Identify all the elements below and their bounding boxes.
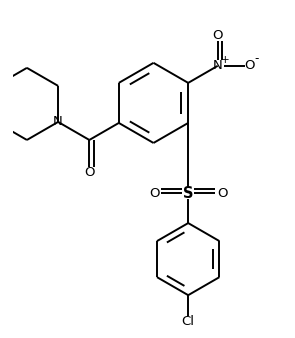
- Text: +: +: [221, 55, 229, 65]
- Text: Cl: Cl: [182, 315, 195, 328]
- Text: O: O: [84, 166, 95, 178]
- Text: O: O: [212, 29, 223, 42]
- Text: N: N: [213, 59, 222, 72]
- Text: O: O: [245, 59, 255, 72]
- Text: O: O: [149, 187, 159, 199]
- Text: N: N: [53, 116, 63, 128]
- Text: -: -: [255, 52, 259, 65]
- Text: O: O: [217, 187, 227, 199]
- Text: S: S: [183, 186, 194, 200]
